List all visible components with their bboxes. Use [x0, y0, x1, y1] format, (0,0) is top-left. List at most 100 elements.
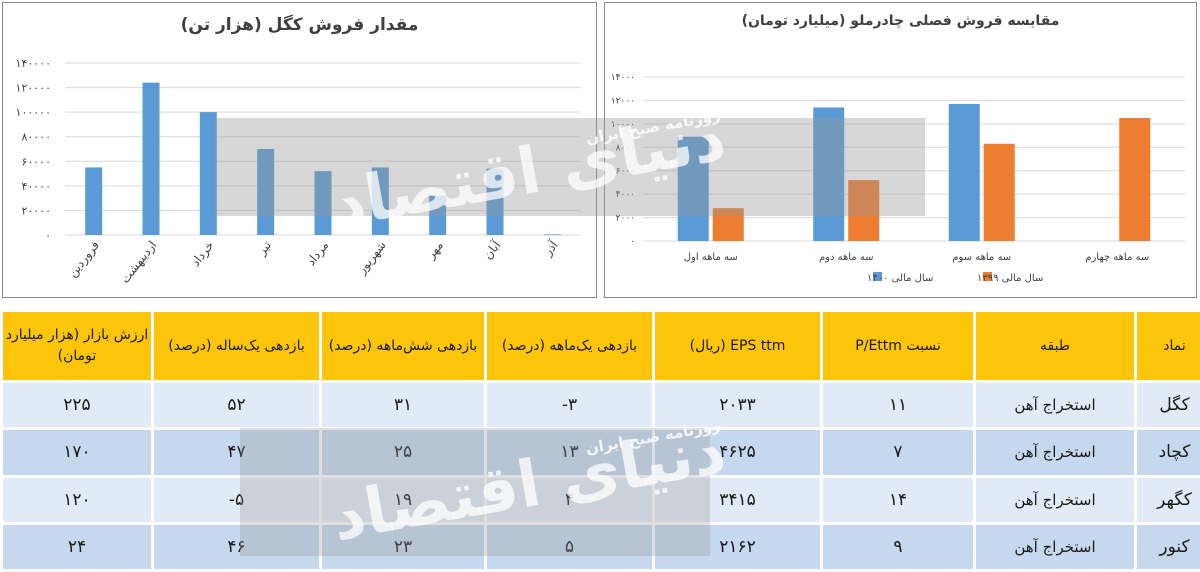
x-tick-label: آذر — [539, 237, 562, 260]
cell-eps: ۲۱۶۲ — [655, 524, 820, 569]
legend-swatch — [983, 272, 992, 281]
x-tick-label: فروردین — [65, 238, 103, 280]
y-tick-label: ۴۰۰۰۰ — [21, 180, 51, 193]
cell-return-6m: ۲۵ — [322, 430, 484, 475]
y-tick-label: ۸۰۰۰۰ — [21, 131, 51, 144]
legend-swatch — [873, 272, 882, 281]
bar — [199, 112, 217, 235]
y-tick-label: ۲۰۰۰ — [616, 214, 635, 224]
bar — [314, 171, 332, 235]
x-tick-label: تیر — [254, 238, 275, 259]
cell-pe-ratio: ۱۱ — [823, 383, 973, 428]
left-chart-title: مقدار فروش کگل (هزار تن) — [180, 15, 419, 35]
cell-return-1m: ۱۳ — [487, 430, 652, 475]
cell-category: استخراج آهن — [976, 383, 1134, 428]
cell-return-1m: ۵ — [487, 524, 652, 569]
bar — [429, 195, 447, 235]
stock-comparison-table: نماد طبقه نسبت P/Ettm EPS ttm (ریال) باز… — [0, 309, 1200, 572]
bar — [257, 149, 275, 235]
cell-return-1m: ۳- — [487, 383, 652, 428]
x-tick-label: آبان — [480, 237, 504, 262]
bar — [813, 107, 845, 241]
bar — [85, 167, 103, 235]
y-tick-label: ۰ — [45, 229, 51, 242]
cell-category: استخراج آهن — [976, 524, 1134, 569]
cell-market-value: ۲۲۵ — [3, 383, 151, 428]
y-tick-label: ۴۰۰۰ — [616, 190, 635, 200]
cell-category: استخراج آهن — [976, 430, 1134, 475]
cell-symbol: کچاد — [1137, 430, 1200, 475]
x-tick-label: سه ماهه سوم — [952, 252, 1011, 263]
x-tick-label: سه ماهه چهارم — [1085, 252, 1149, 263]
y-tick-label: ۲۰۰۰۰ — [21, 204, 51, 217]
left-bar-chart: ۰ ۲۰۰۰۰ ۴۰۰۰۰ ۶۰۰۰۰ ۸۰۰۰۰ ۱۰۰۰۰۰ ۱۲۰۰۰۰ ۱۴۰۰۰۰ ف… — [16, 57, 581, 286]
y-tick-label: ۱۲۰۰۰ — [611, 96, 635, 106]
y-tick-label: ۱۴۰۰۰ — [611, 73, 635, 83]
table-row: کنور استخراج آهن ۹ ۲۱۶۲ ۵ ۲۳ ۴۶ ۲۴ — [3, 524, 1200, 569]
bar — [543, 234, 561, 236]
cell-return-1m: ۴ — [487, 477, 652, 522]
header-symbol: نماد — [1137, 312, 1200, 380]
y-tick-label: ۱۰۰۰۰۰ — [16, 106, 51, 119]
cell-return-6m: ۲۳ — [322, 524, 484, 569]
cell-symbol: کنور — [1137, 524, 1200, 569]
header-return-6m: بازدهی شش‌ماهه (درصد) — [322, 312, 484, 380]
table-header-row: نماد طبقه نسبت P/Ettm EPS ttm (ریال) باز… — [3, 312, 1200, 380]
x-tick-label: شهریور — [354, 238, 390, 278]
right-chart-panel: مقایسه فروش فصلی چادرملو (میلیارد تومان)… — [604, 2, 1197, 298]
legend-label: سال مالی ۱۳۹۹ — [977, 273, 1043, 284]
header-pe-ratio: نسبت P/Ettm — [823, 312, 973, 380]
x-tick-label: خرداد — [188, 238, 217, 269]
y-tick-label: ۱۲۰۰۰۰ — [16, 82, 51, 95]
header-return-1y: بازدهی یک‌ساله (درصد) — [154, 312, 319, 380]
y-tick-label: ۶۰۰۰ — [616, 167, 635, 177]
cell-pe-ratio: ۱۴ — [823, 477, 973, 522]
cell-return-6m: ۳۱ — [322, 383, 484, 428]
legend-label: سال مالی ۱۴۰۰ — [867, 273, 933, 284]
bar — [712, 208, 744, 241]
bar — [948, 103, 980, 241]
cell-market-value: ۱۷۰ — [3, 430, 151, 475]
cell-return-1y: ۴۶ — [154, 524, 319, 569]
bar — [1119, 118, 1151, 241]
bar — [486, 168, 504, 235]
y-tick-label: ۶۰۰۰۰ — [21, 155, 51, 168]
bar — [983, 143, 1015, 241]
right-grouped-bar-chart: ۰ ۲۰۰۰ ۴۰۰۰ ۶۰۰۰ ۸۰۰۰ ۱۰۰۰۰ ۱۲۰۰۰ ۱۴۰۰۰ سه ماهه … — [611, 73, 1185, 284]
left-chart-panel: مقدار فروش کگل (هزار تن) ۰ ۲۰۰۰۰ ۴۰۰۰۰ ۶۰۰۰… — [2, 2, 597, 298]
right-chart-title: مقایسه فروش فصلی چادرملو (میلیارد تومان) — [741, 13, 1060, 29]
cell-return-1y: ۵۲ — [154, 383, 319, 428]
y-tick-label: ۱۰۰۰۰ — [611, 120, 635, 130]
bar — [142, 82, 160, 236]
x-tick-label: سه ماهه دوم — [819, 252, 874, 263]
y-tick-label: ۰ — [630, 237, 635, 247]
header-return-1m: بازدهی یک‌ماهه (درصد) — [487, 312, 652, 380]
table-row: کگل استخراج آهن ۱۱ ۲۰۳۳ ۳- ۳۱ ۵۲ ۲۲۵ — [3, 383, 1200, 428]
cell-symbol: کگهر — [1137, 477, 1200, 522]
cell-return-1y: ۵- — [154, 477, 319, 522]
bar — [848, 180, 880, 241]
x-tick-label: سه ماهه اول — [684, 252, 738, 263]
header-eps: EPS ttm (ریال) — [655, 312, 820, 380]
header-category: طبقه — [976, 312, 1134, 380]
cell-pe-ratio: ۹ — [823, 524, 973, 569]
y-tick-label: ۸۰۰۰ — [616, 143, 635, 153]
x-tick-label: مهر — [423, 238, 447, 263]
bar — [371, 167, 389, 235]
bar — [677, 136, 709, 241]
table-row: کچاد استخراج آهن ۷ ۴۶۲۵ ۱۳ ۲۵ ۴۷ ۱۷۰ — [3, 430, 1200, 475]
cell-return-1y: ۴۷ — [154, 430, 319, 475]
cell-symbol: کگل — [1137, 383, 1200, 428]
cell-category: استخراج آهن — [976, 477, 1134, 522]
cell-return-6m: ۱۹ — [322, 477, 484, 522]
header-market-value: ارزش بازار (هزار میلیارد تومان) — [3, 312, 151, 380]
cell-eps: ۲۰۳۳ — [655, 383, 820, 428]
cell-pe-ratio: ۷ — [823, 430, 973, 475]
x-tick-label: مرداد — [304, 238, 332, 269]
cell-market-value: ۲۴ — [3, 524, 151, 569]
cell-eps: ۳۴۱۵ — [655, 477, 820, 522]
table-row: کگهر استخراج آهن ۱۴ ۳۴۱۵ ۴ ۱۹ ۵- ۱۲۰ — [3, 477, 1200, 522]
cell-eps: ۴۶۲۵ — [655, 430, 820, 475]
cell-market-value: ۱۲۰ — [3, 477, 151, 522]
y-tick-label: ۱۴۰۰۰۰ — [16, 57, 51, 70]
